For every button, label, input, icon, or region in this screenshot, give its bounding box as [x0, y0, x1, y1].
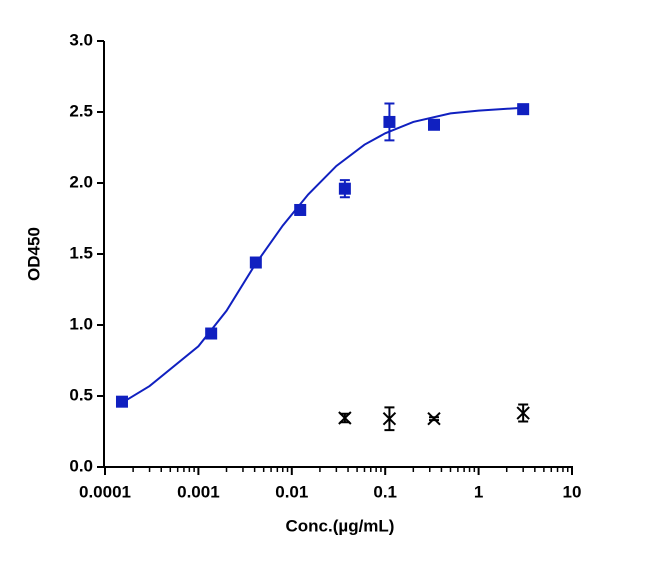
x-tick-label: 0.01: [275, 482, 308, 501]
point: [338, 411, 352, 425]
y-tick-label: 1.0: [69, 314, 93, 333]
point: [383, 115, 396, 128]
x-tick-label: 10: [563, 482, 582, 501]
x-axis-label: Conc.(µg/mL): [286, 516, 395, 535]
fit-curve: [120, 106, 524, 404]
y-tick-label: 0.0: [69, 456, 93, 475]
point: [382, 412, 397, 426]
x-tick-label: 0.1: [373, 482, 397, 501]
y-tick-label: 1.5: [69, 243, 93, 262]
y-tick-label: 2.5: [69, 101, 93, 120]
y-tick-label: 3.0: [69, 30, 93, 49]
point: [338, 182, 351, 195]
x-tick-label: 0.001: [177, 482, 220, 501]
point: [205, 327, 218, 340]
y-axis-label: OD450: [24, 227, 43, 281]
point: [427, 118, 440, 131]
point: [517, 103, 530, 116]
x-tick-label: 1: [474, 482, 483, 501]
point: [516, 406, 530, 420]
x-tick-label: 0.0001: [79, 482, 131, 501]
point: [427, 412, 441, 426]
y-tick-label: 0.5: [69, 385, 93, 404]
y-tick-label: 2.0: [69, 172, 93, 191]
